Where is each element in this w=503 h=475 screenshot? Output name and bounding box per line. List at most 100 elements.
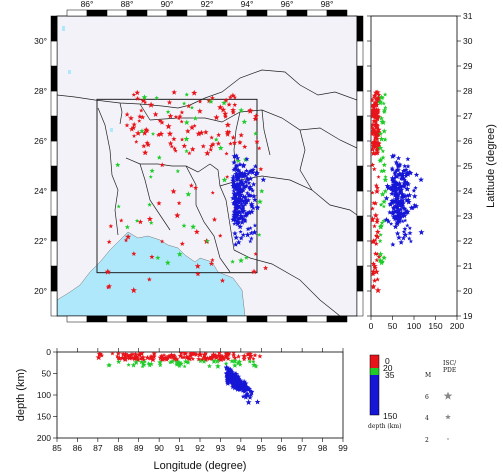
earthquake-marker: [236, 219, 242, 225]
earthquake-marker: [397, 187, 403, 193]
earthquake-marker: [119, 218, 124, 223]
earthquake-marker: [108, 223, 114, 229]
lat-axis-label: Latitude (degree): [485, 124, 497, 208]
earthquake-marker: [187, 352, 194, 359]
earthquake-marker: [146, 276, 152, 282]
earthquake-marker: [220, 106, 227, 113]
earthquake-marker: [184, 92, 189, 97]
earthquake-marker: [141, 94, 148, 100]
earthquake-marker: [236, 358, 243, 365]
earthquake-marker: [232, 196, 238, 202]
earthquake-marker: [391, 153, 397, 158]
earthquake-marker: [236, 353, 242, 359]
earthquake-marker: [233, 234, 240, 241]
earthquake-marker: [244, 231, 251, 238]
earthquake-marker: [394, 194, 399, 199]
earthquake-marker: [246, 209, 252, 215]
earthquake-marker: [372, 200, 379, 206]
earthquake-marker: [381, 162, 387, 168]
earthquake-marker: [128, 126, 135, 132]
earthquake-marker: [242, 144, 248, 149]
frame-segment: [356, 15, 364, 42]
earthquake-marker: [400, 183, 406, 188]
earthquake-marker: [130, 362, 137, 368]
earthquake-marker: [197, 352, 204, 358]
earthquake-marker: [161, 352, 167, 358]
earthquake-marker: [232, 355, 238, 361]
earthquake-marker: [247, 107, 253, 113]
earthquake-marker: [232, 380, 238, 386]
earthquake-marker: [247, 169, 253, 175]
earthquake-marker: [371, 200, 377, 206]
earthquake-marker: [230, 259, 235, 264]
earthquake-marker: [231, 153, 238, 159]
earthquake-marker: [249, 389, 255, 394]
earthquake-marker: [401, 206, 407, 211]
frame-segment: [50, 15, 58, 42]
map-lon-tick: 86°: [81, 0, 94, 9]
earthquake-marker: [379, 191, 386, 197]
map-lon-tick: 90°: [161, 0, 174, 9]
catalog-header-1: ISC/: [443, 360, 457, 367]
frame-segment: [356, 165, 364, 192]
earthquake-marker: [240, 206, 245, 211]
frame-segment: [86, 9, 108, 17]
earthquake-marker: [383, 174, 388, 179]
earthquake-marker: [389, 209, 395, 215]
earthquake-marker: [140, 364, 145, 369]
earthquake-marker: [126, 362, 131, 367]
earthquake-marker: [400, 213, 405, 219]
earthquake-marker: [234, 218, 240, 224]
earthquake-marker: [371, 166, 377, 172]
depth-x-tick-label: 100: [407, 321, 421, 331]
earthquake-marker: [208, 98, 214, 104]
depth-label-150: 150: [383, 411, 397, 421]
frame-segment: [86, 315, 108, 323]
earthquake-marker: [185, 354, 190, 359]
earthquake-marker: [232, 202, 239, 208]
earthquake-marker: [243, 197, 248, 203]
earthquake-marker: [231, 159, 237, 165]
earthquake-marker: [377, 98, 384, 104]
earthquake-marker: [392, 192, 399, 198]
earthquake-marker: [382, 188, 388, 194]
earthquake-marker: [182, 352, 189, 357]
earthquake-marker: [383, 105, 388, 110]
earthquake-marker: [248, 193, 254, 198]
earthquake-marker: [224, 131, 231, 137]
earthquake-marker: [374, 149, 381, 156]
earthquake-marker: [190, 356, 196, 361]
earthquake-marker: [137, 352, 143, 358]
earthquake-marker: [232, 230, 238, 236]
earthquake-marker: [397, 180, 403, 186]
earthquake-marker: [372, 137, 377, 142]
frame-segment: [206, 9, 228, 17]
earthquake-marker: [185, 128, 191, 134]
earthquake-marker: [379, 220, 385, 225]
earthquake-marker: [242, 156, 249, 162]
earthquake-marker: [371, 162, 376, 168]
depth-label-0: 0: [385, 356, 390, 366]
earthquake-marker: [141, 357, 147, 363]
earthquake-marker: [123, 238, 129, 243]
earthquake-marker: [167, 140, 174, 146]
earthquake-marker: [404, 169, 410, 175]
earthquake-marker: [189, 124, 195, 131]
earthquake-marker: [252, 197, 258, 203]
earthquake-marker: [209, 95, 215, 101]
earthquake-marker: [233, 174, 239, 179]
earthquake-marker: [240, 394, 246, 399]
earthquake-marker: [375, 141, 382, 147]
earthquake-marker: [374, 185, 380, 190]
earthquake-marker: [408, 239, 414, 244]
earthquake-marker: [240, 387, 246, 393]
earthquake-marker: [181, 223, 187, 228]
earthquake-marker: [251, 181, 257, 187]
earthquake-marker: [411, 188, 417, 193]
map-lon-tick: 96°: [281, 0, 294, 9]
earthquake-marker: [395, 162, 401, 168]
earthquake-marker: [140, 97, 147, 104]
earthquake-marker: [235, 216, 241, 221]
